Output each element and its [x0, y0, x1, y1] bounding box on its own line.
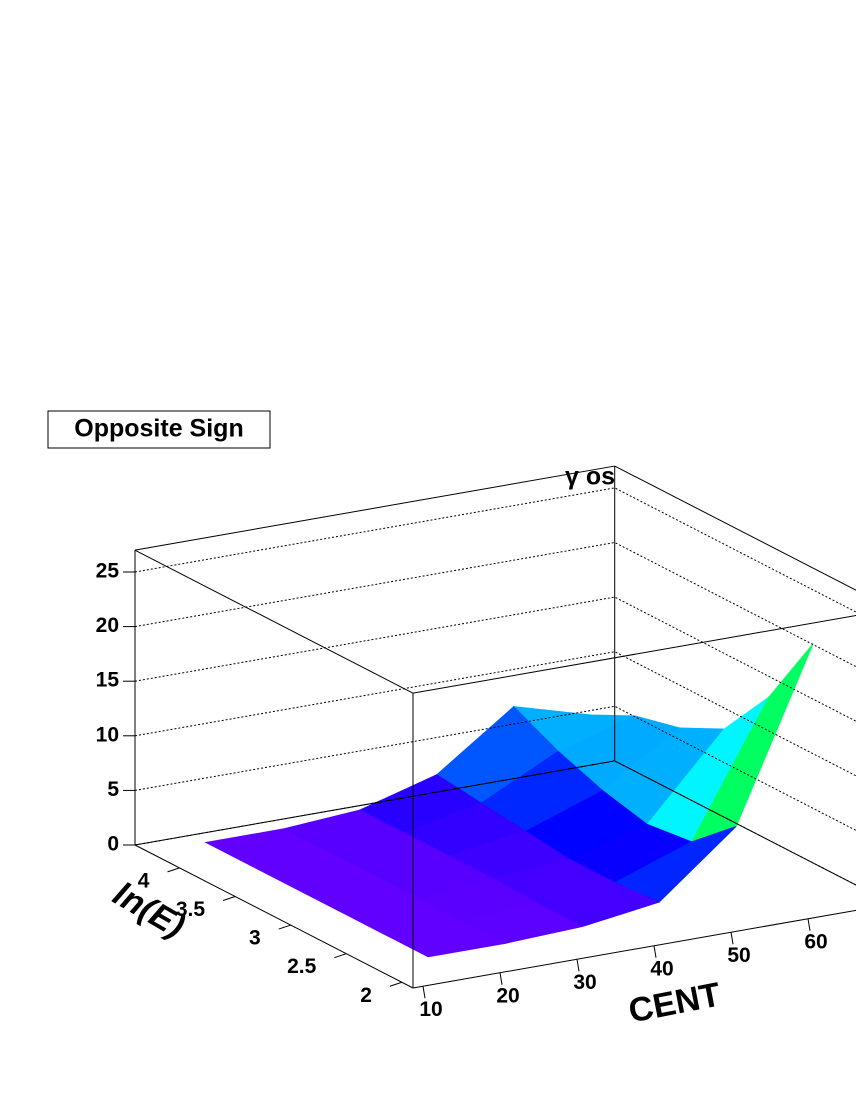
z-tick-label: 15 [96, 669, 120, 692]
box-edge [614, 465, 856, 591]
y-tick-label: 3 [249, 927, 261, 950]
x-tick-label: 60 [804, 930, 827, 953]
x-tick [807, 918, 811, 931]
y-tick [389, 981, 403, 987]
legend-label: Opposite Sign [74, 415, 243, 443]
x-tick-label: 10 [419, 998, 442, 1021]
box-edge [134, 549, 414, 694]
y-tick [167, 867, 180, 873]
x-tick-label: 50 [727, 944, 750, 967]
z-tick-label: 5 [107, 778, 119, 801]
z-tick-label: 0 [107, 833, 119, 856]
y-tick-label: 2 [360, 984, 372, 1007]
x-tick [730, 932, 734, 945]
surface-cell [382, 920, 507, 958]
z-tick-label: 25 [96, 560, 120, 583]
y-tick [278, 924, 291, 930]
x-tick [576, 959, 580, 972]
x-tick [499, 972, 503, 985]
x-tick [422, 986, 426, 999]
y-tick-label: 3.5 [176, 898, 206, 921]
legend-box [47, 410, 271, 449]
box-edge [614, 760, 856, 886]
y-tick [334, 953, 347, 959]
box-edge [134, 465, 615, 551]
y-tick [222, 896, 236, 901]
x-tick-label: 20 [496, 984, 519, 1007]
x-axis [412, 909, 856, 989]
box-edge [412, 614, 856, 694]
x-tick-label: 40 [650, 957, 673, 980]
y-axis [134, 844, 414, 989]
x-tick-label: 30 [573, 971, 596, 994]
chart-title: γ os [565, 463, 615, 491]
z-tick-label: 10 [96, 723, 119, 746]
y-tick-label: 4 [138, 869, 150, 892]
y-tick-label: 2.5 [287, 955, 317, 978]
x-tick [653, 945, 657, 958]
z-tick-label: 20 [96, 614, 119, 637]
